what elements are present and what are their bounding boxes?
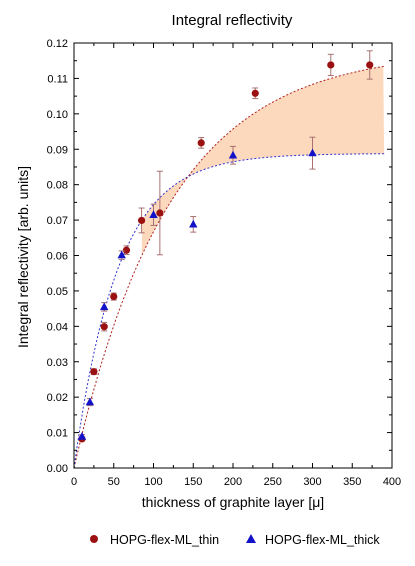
legend-label-thin: HOPG-flex-ML_thin [110, 533, 219, 547]
y-tick-label: 0.08 [47, 180, 68, 192]
legend: HOPG-flex-ML_thin HOPG-flex-ML_thick [90, 533, 380, 547]
data-point-circle [122, 246, 131, 254]
series-0 [78, 50, 374, 443]
fit-curve-thick [73, 153, 386, 469]
legend-marker-thin [90, 535, 98, 543]
y-tick-label: 0.03 [47, 357, 68, 369]
x-axis-label: thickness of graphite layer [μ] [142, 494, 324, 510]
y-tick-label: 0.06 [47, 251, 68, 263]
plot-area [73, 50, 386, 469]
y-axis: 0.00 0.01 0.02 0.03 0.04 0.05 0.06 0.07 0.08 0.09… [47, 38, 392, 475]
y-tick-label: 0.11 [47, 73, 68, 85]
x-tick-label: 300 [303, 476, 321, 488]
data-point-triangle [85, 397, 95, 406]
data-point-triangle [308, 148, 317, 157]
x-tick-label: 200 [224, 476, 242, 488]
y-tick-label: 0.07 [47, 215, 68, 227]
data-point-circle [251, 89, 259, 97]
x-tick-label: 100 [144, 476, 162, 488]
x-tick-label: 250 [264, 476, 282, 488]
x-tick-label: 50 [108, 476, 120, 488]
y-tick-label: 0.02 [47, 392, 68, 404]
x-tick-label: 350 [343, 476, 361, 488]
data-point-circle [366, 61, 374, 69]
y-tick-label: 0.12 [47, 38, 68, 50]
data-point-triangle [149, 210, 158, 218]
x-axis: 0 50 100 150 200 250 300 350 400 [71, 43, 401, 488]
data-point-circle [100, 323, 108, 331]
y-tick-label: 0.10 [47, 109, 68, 121]
data-point-triangle [117, 250, 126, 259]
data-point-circle [137, 216, 146, 225]
data-point-circle [197, 139, 205, 147]
fit-curve-thin [73, 65, 386, 469]
data-point-triangle [77, 432, 87, 440]
y-tick-label: 0.00 [47, 463, 68, 475]
legend-marker-thick [246, 534, 256, 543]
chart-title: Integral reflectivity [172, 12, 293, 29]
data-point-circle [110, 292, 118, 301]
data-point-circle [90, 368, 98, 376]
series-1 [77, 136, 317, 440]
data-point-circle [156, 209, 164, 217]
x-tick-label: 400 [383, 476, 401, 488]
y-axis-label: Integral reflectivity [arb. units] [15, 166, 31, 348]
legend-label-thick: HOPG-flex-ML_thick [265, 533, 380, 547]
y-tick-label: 0.04 [47, 321, 68, 333]
data-point-triangle [189, 219, 198, 228]
data-point-circle [327, 61, 335, 69]
fit-band [141, 66, 385, 256]
y-tick-label: 0.01 [47, 428, 68, 440]
y-tick-label: 0.05 [47, 286, 68, 298]
x-tick-label: 150 [184, 476, 202, 488]
y-tick-label: 0.09 [47, 144, 68, 156]
x-tick-label: 0 [71, 476, 77, 488]
data-point-triangle [100, 302, 109, 311]
data-point-triangle [228, 150, 238, 159]
